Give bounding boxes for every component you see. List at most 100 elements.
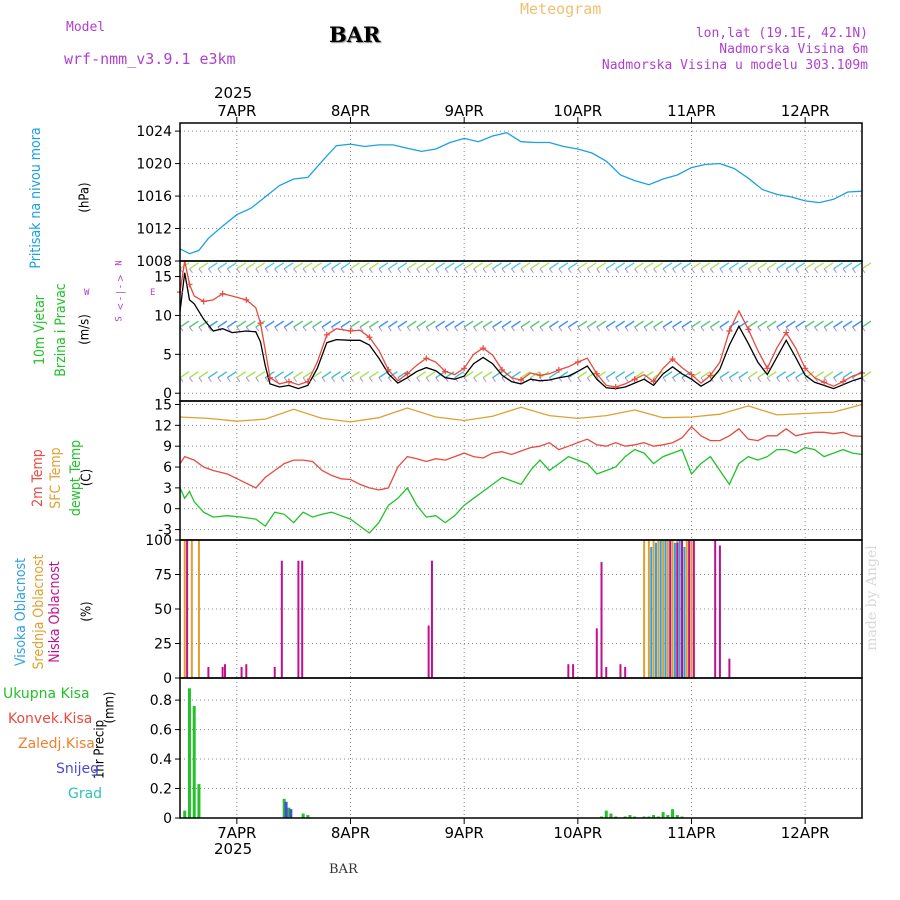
wind-barb-1-88 [596,320,607,328]
gust-marker-42 [555,366,562,373]
bar-clouds-1-6 [683,546,686,678]
wind-barb-0-82 [567,262,578,270]
wind-barb-0-86 [586,262,597,270]
gust-marker-58 [707,372,714,379]
bar-clouds-2-15 [600,562,603,678]
wind-arrow-0-42 [378,268,383,274]
wind-barb-2-92 [615,371,626,379]
wind-arrow-1-70 [511,326,515,332]
bar-clouds-1-0 [650,546,653,678]
gust-marker-22 [366,334,373,341]
bar-precip-0-17 [652,815,656,818]
gust-marker-62 [745,326,752,333]
wind-barb-1-20 [274,320,285,328]
ytick-label-clouds-2: 50 [154,602,172,618]
wind-arrow-2-36 [350,377,354,382]
wind-barb-0-56 [444,262,455,270]
wind-arrow-0-114 [719,268,724,274]
bar-clouds-2-22 [688,540,691,678]
bar-precip-0-3 [197,784,201,818]
wind-barb-2-10 [226,371,237,379]
wind-arrow-1-126 [776,326,781,332]
bar-clouds-0-2 [197,540,200,678]
wind-barb-1-144 [861,320,872,328]
wind-barb-0-134 [814,262,825,270]
wind-barb-0-120 [747,262,758,270]
gust-marker-52 [650,378,657,385]
wind-arrow-1-20 [274,326,279,332]
wind-barb-1-110 [700,320,711,328]
wind-arrow-0-88 [596,268,601,274]
wind-barb-2-52 [425,371,436,379]
wind-arrow-2-104 [672,377,676,382]
wind-arrow-2-6 [208,377,212,382]
gust-marker-4 [200,298,207,305]
bar-precip-0-19 [661,812,665,818]
xtick-top-3: 10APR [553,102,602,120]
wind-barb-0-34 [340,262,351,270]
gust-marker-48 [612,384,619,390]
gust-marker-54 [669,356,676,362]
gust-marker-60 [726,328,733,334]
wind-barb-1-86 [586,320,597,328]
wind-arrow-1-88 [596,326,601,332]
wind-arrow-1-108 [691,326,695,332]
wind-arrow-2-20 [274,377,279,382]
bar-clouds-0-6 [657,540,660,678]
wind-arrow-0-60 [463,268,468,274]
wind-barb-0-8 [217,262,228,270]
wind-arrow-1-128 [785,326,790,332]
wind-arrow-0-22 [283,268,288,274]
wind-arrow-1-74 [530,326,534,332]
series-temperature-1 [179,425,863,491]
wind-arrow-0-124 [766,268,771,274]
gust-marker-6 [219,290,226,297]
gust-marker-56 [688,371,695,378]
wind-barb-1-102 [662,320,673,328]
wind-arrow-1-30 [321,326,326,332]
wind-arrow-2-126 [776,377,781,382]
bar-precip-0-21 [671,809,675,818]
wind-barb-0-40 [369,262,379,270]
wind-barb-1-80 [558,320,569,328]
wind-arrow-1-46 [397,326,402,332]
legend-frz-rain: Zaledj.Kisa [18,736,95,752]
wind-arrow-1-122 [757,326,762,332]
bar-clouds-1-1 [654,542,657,678]
wind-barb-1-136 [823,320,834,328]
wind-arrow-2-58 [454,377,459,382]
wind-barb-2-136 [823,371,834,379]
wind-barb-1-120 [747,320,758,328]
wind-barb-1-90 [605,320,616,328]
wind-arrow-0-108 [691,268,695,274]
wind-arrow-0-132 [804,268,809,274]
ytick-label-temperature-4: 9 [163,439,172,455]
bar-clouds-0-5 [652,540,655,678]
bar-clouds-2-12 [567,664,570,678]
wind-arrow-2-42 [378,377,383,382]
wind-barb-2-84 [577,371,588,379]
wind-barb-2-124 [766,371,777,379]
wind-barb-1-12 [236,320,247,328]
ytick-label-precip-4: 0.8 [150,693,172,709]
wind-arrow-2-52 [425,377,430,382]
wind-arrow-1-86 [586,326,591,332]
wind-arrow-1-76 [539,326,544,332]
wind-arrow-1-80 [558,326,563,332]
gust-marker-2 [186,281,193,288]
wind-arrow-2-94 [624,377,629,382]
wind-arrow-2-124 [766,377,771,382]
wind-barb-2-88 [596,371,607,379]
wind-barb-0-18 [264,262,275,270]
wind-arrow-2-18 [264,377,269,382]
bar-clouds-2-4 [240,666,243,678]
wind-barb-0-36 [350,262,360,270]
wind-barb-2-138 [833,371,843,379]
wind-arrow-1-84 [577,326,582,332]
compass-w: W [84,288,90,298]
wind-barb-1-114 [719,320,730,328]
wind-barb-1-82 [567,320,578,328]
wind-barb-1-98 [643,320,654,328]
wind-arrow-1-94 [624,326,629,332]
wind-arrow-1-48 [406,326,411,332]
